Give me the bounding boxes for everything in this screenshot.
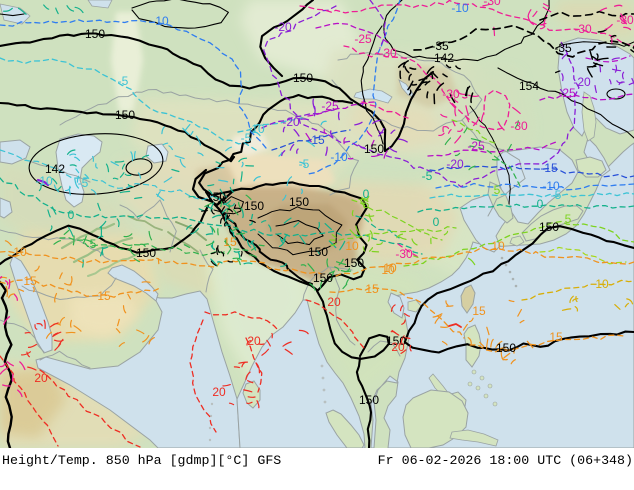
svg-text:150: 150: [364, 142, 384, 156]
svg-text:150: 150: [206, 190, 226, 204]
svg-text:-25: -25: [467, 139, 485, 153]
svg-text:15: 15: [23, 274, 37, 288]
svg-text:5: 5: [565, 212, 572, 226]
svg-text:-5: -5: [299, 157, 310, 171]
svg-text:-5: -5: [118, 74, 129, 88]
svg-text:-10: -10: [451, 1, 469, 15]
svg-text:-30: -30: [379, 46, 397, 60]
svg-text:-5: -5: [422, 169, 433, 183]
svg-text:0: 0: [537, 197, 544, 211]
svg-text:150: 150: [115, 108, 135, 122]
svg-text:10: 10: [345, 239, 359, 253]
svg-text:-30: -30: [483, 0, 501, 8]
svg-text:150: 150: [344, 256, 364, 270]
svg-text:5: 5: [363, 197, 370, 211]
svg-text:15: 15: [549, 330, 563, 344]
svg-text:10: 10: [491, 239, 505, 253]
svg-text:20: 20: [212, 385, 226, 399]
svg-text:5: 5: [90, 237, 97, 251]
svg-text:-30: -30: [395, 247, 413, 261]
svg-text:15: 15: [223, 235, 237, 249]
svg-text:-20: -20: [573, 75, 591, 89]
svg-text:-30: -30: [442, 87, 460, 101]
svg-text:5: 5: [494, 183, 501, 197]
svg-text:-10: -10: [247, 122, 265, 136]
svg-text:-25: -25: [558, 86, 576, 100]
svg-text:-15: -15: [540, 161, 558, 175]
svg-text:-10: -10: [151, 14, 169, 28]
svg-text:-25: -25: [354, 32, 372, 46]
svg-text:-10: -10: [35, 174, 53, 188]
svg-text:15: 15: [365, 282, 379, 296]
svg-text:10: 10: [595, 277, 609, 291]
svg-text:150: 150: [496, 341, 516, 355]
svg-text:-20: -20: [282, 115, 300, 129]
svg-text:150: 150: [359, 393, 379, 407]
svg-text:-20: -20: [274, 20, 292, 34]
svg-text:20: 20: [34, 371, 48, 385]
svg-text:0: 0: [433, 215, 440, 229]
svg-text:-20: -20: [446, 157, 464, 171]
svg-text:150: 150: [85, 27, 105, 41]
svg-text:-30: -30: [510, 119, 528, 133]
svg-text:0: 0: [68, 208, 75, 222]
svg-text:150: 150: [313, 271, 333, 285]
svg-text:10: 10: [381, 263, 395, 277]
svg-text:Height/Temp. 850 hPa [gdmp][°C: Height/Temp. 850 hPa [gdmp][°C] GFS: [2, 453, 281, 468]
svg-text:-5: -5: [241, 131, 252, 145]
svg-text:150: 150: [539, 220, 559, 234]
svg-text:-5: -5: [78, 176, 89, 190]
svg-text:-10: -10: [330, 150, 348, 164]
svg-text:-5: -5: [551, 188, 562, 202]
svg-text:142: 142: [434, 51, 454, 65]
svg-text:Fr 06-02-2026 18:00 UTC (06+34: Fr 06-02-2026 18:00 UTC (06+348): [378, 453, 633, 468]
svg-text:15: 15: [472, 304, 486, 318]
svg-text:-30: -30: [574, 22, 592, 36]
svg-text:142: 142: [45, 162, 65, 176]
svg-text:20: 20: [391, 340, 405, 354]
svg-text:-35: -35: [431, 39, 449, 53]
svg-text:-10: -10: [542, 179, 560, 193]
svg-text:0: 0: [363, 187, 370, 201]
svg-text:-15: -15: [307, 133, 325, 147]
svg-text:150: 150: [386, 334, 406, 348]
svg-text:-35: -35: [554, 41, 572, 55]
svg-text:10: 10: [383, 261, 397, 275]
svg-text:20: 20: [327, 295, 341, 309]
svg-text:10: 10: [13, 245, 27, 259]
svg-text:150: 150: [136, 246, 156, 260]
svg-text:150: 150: [289, 195, 309, 209]
svg-text:150: 150: [293, 71, 313, 85]
svg-text:15: 15: [97, 289, 111, 303]
svg-text:-30: -30: [616, 13, 634, 27]
svg-text:-25: -25: [321, 99, 339, 113]
svg-text:20: 20: [247, 334, 261, 348]
svg-text:150: 150: [244, 199, 264, 213]
svg-text:154: 154: [519, 79, 539, 93]
svg-text:150: 150: [308, 245, 328, 259]
